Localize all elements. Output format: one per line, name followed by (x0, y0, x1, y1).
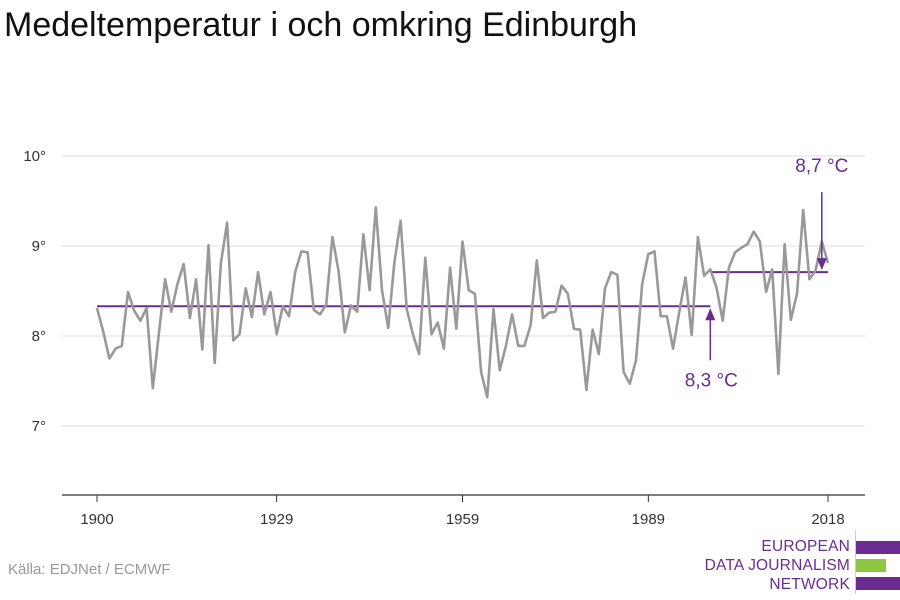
edjnet-logo: EUROPEAN DATA JOURNALISM NETWORK (700, 530, 900, 594)
x-tick-label: 1929 (260, 511, 293, 528)
logo-bar-bottom (856, 577, 900, 590)
logo-line-3: NETWORK (769, 576, 850, 593)
annotations: 8,3 °C 8,7 °C (685, 156, 849, 391)
temperature-series-line (95, 206, 830, 399)
logo-line-1: EUROPEAN (761, 538, 850, 555)
series-layer (95, 206, 830, 399)
y-axis-ticks: 7° 8° 9° 10° (23, 148, 46, 435)
logo-line-2: DATA JOURNALISM (704, 557, 850, 574)
y-tick-label: 8° (32, 328, 46, 345)
y-tick-label: 9° (32, 238, 46, 255)
y-tick-label: 10° (23, 148, 46, 165)
logo-divider (855, 530, 856, 594)
x-tick-label: 1959 (446, 511, 479, 528)
x-tick-label: 1989 (632, 511, 665, 528)
annotation-label: 8,7 °C (795, 156, 848, 177)
y-tick-label: 7° (32, 418, 46, 435)
logo-bar-top (856, 541, 900, 554)
source-note: Källa: EDJNet / ECMWF (8, 561, 171, 578)
annotation-label: 8,3 °C (685, 370, 738, 391)
logo-bar-middle (856, 559, 886, 572)
grid-lines (62, 155, 865, 427)
x-axis: 1900 1929 1959 1989 2018 (62, 494, 865, 528)
annotation-arrowhead (816, 258, 827, 271)
x-tick-label: 1900 (80, 511, 113, 528)
page-title: Medeltemperatur i och omkring Edinburgh (4, 6, 638, 44)
temperature-chart: 7° 8° 9° 10° 1900 1929 1959 1989 2018 8,3 °C 8,7… (23, 148, 865, 528)
x-tick-label: 2018 (811, 511, 844, 528)
annotation-arrowhead (705, 308, 716, 321)
